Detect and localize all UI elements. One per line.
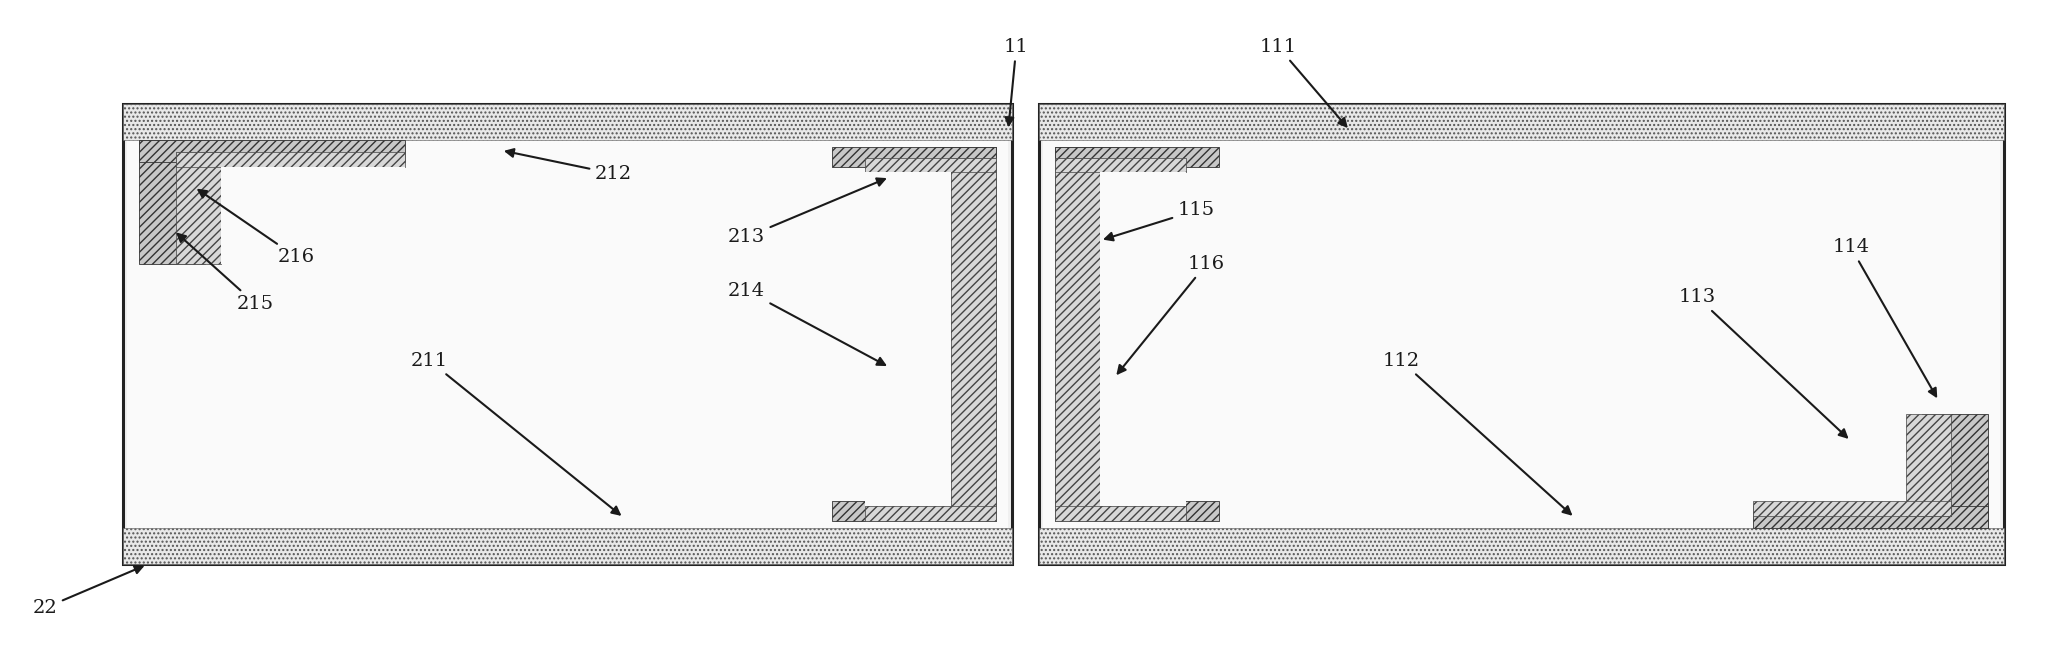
Bar bbox=[832, 147, 996, 167]
Bar bbox=[1039, 528, 2004, 564]
Bar bbox=[1055, 147, 1117, 521]
Bar bbox=[1055, 158, 1100, 521]
Bar bbox=[139, 140, 204, 264]
Text: 116: 116 bbox=[1119, 255, 1225, 373]
Bar bbox=[1055, 506, 1186, 521]
Bar bbox=[865, 172, 951, 506]
Bar bbox=[176, 152, 405, 167]
Bar bbox=[139, 140, 405, 162]
Text: 212: 212 bbox=[505, 149, 632, 182]
Bar bbox=[1753, 506, 1988, 528]
Bar bbox=[1043, 140, 2000, 528]
Bar bbox=[123, 104, 1012, 564]
Bar bbox=[127, 140, 1008, 528]
Bar bbox=[935, 147, 996, 521]
Text: 213: 213 bbox=[728, 178, 885, 246]
Bar bbox=[832, 501, 996, 521]
Text: 112: 112 bbox=[1382, 352, 1571, 514]
Text: 114: 114 bbox=[1832, 238, 1937, 396]
Bar bbox=[1055, 158, 1186, 172]
Text: 215: 215 bbox=[178, 234, 274, 313]
Bar bbox=[176, 152, 221, 264]
Bar bbox=[1039, 104, 2004, 564]
Text: 22: 22 bbox=[33, 566, 143, 617]
Bar bbox=[1055, 501, 1219, 521]
Bar bbox=[1055, 147, 1219, 167]
Bar bbox=[1922, 414, 1988, 528]
Bar bbox=[865, 506, 996, 521]
Bar bbox=[951, 158, 996, 521]
Bar bbox=[123, 528, 1012, 564]
Bar bbox=[1039, 104, 2004, 140]
Text: 111: 111 bbox=[1260, 38, 1346, 126]
Text: 113: 113 bbox=[1679, 289, 1847, 438]
Bar bbox=[1100, 172, 1186, 506]
Bar bbox=[1753, 501, 1951, 516]
Bar bbox=[1906, 414, 1951, 516]
Text: 214: 214 bbox=[728, 282, 885, 365]
Bar bbox=[1753, 414, 1906, 501]
Text: 211: 211 bbox=[411, 352, 620, 514]
Bar bbox=[221, 167, 405, 264]
Text: 115: 115 bbox=[1104, 202, 1215, 240]
Text: 11: 11 bbox=[1004, 38, 1029, 125]
Text: 216: 216 bbox=[198, 190, 315, 266]
Bar bbox=[865, 158, 996, 172]
Bar bbox=[123, 104, 1012, 140]
